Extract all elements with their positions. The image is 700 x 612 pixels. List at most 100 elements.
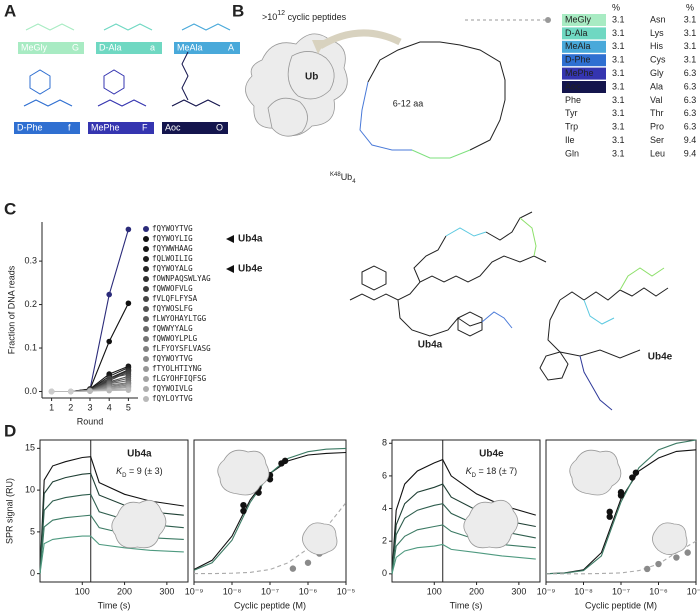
table-cell: MePhe [565,68,594,78]
alkyl-chain [181,51,189,101]
x-tick-label: 4 [107,402,112,412]
sequence: fLGYOHFIQFSG [152,374,207,383]
table-cell: 3.1 [612,95,625,105]
legend-dot [143,306,149,312]
data-point [68,388,74,395]
table-cell: 3.1 [612,135,625,145]
sequence: fQYLOYTVG [152,394,193,403]
sequence: fQYWOYTVG [152,354,193,363]
table-cell: Trp [565,122,578,132]
x-axis-label: Cyclic peptide (M) [585,600,657,610]
kd-label: KD = 18 (± 7) [466,466,518,478]
residue-chip [162,122,228,134]
ring-size: 6-12 aa [393,98,424,108]
residue-structure [181,23,231,31]
residue-code: A [228,42,234,52]
table-cell: Gly [650,68,664,78]
protein-cartoon [302,522,338,555]
legend-dot [143,236,149,242]
callout: Ub4e [238,264,263,275]
legend-dot [143,326,149,332]
table-cell: MeAla [565,41,591,51]
residue-name: MeAla [177,42,203,52]
sequence: fOWNPAQSWLYAG [152,274,211,283]
series-line [546,540,697,575]
residue-name: D-Phe [17,122,43,132]
data-point [87,388,93,394]
x-tick-label: 2 [68,402,73,412]
x-axis-label: Round [77,416,104,426]
x-tick-label: 5 [126,402,131,412]
data-point [255,489,262,496]
table-cell: Lys [650,28,664,38]
y-tick-label: 2 [382,536,387,546]
residue-name: MeGly [21,42,48,52]
residue-structure [97,99,147,107]
sequence: fLWYOHAYLTGG [152,314,207,323]
legend-dot [143,226,149,232]
table-cell: Ile [565,135,575,145]
table-cell: 6.3 [684,81,697,91]
table-cell: Cys [650,55,666,65]
residue-structure [171,99,221,107]
table-cell: 3.1 [684,28,697,38]
table-cell: 3.1 [612,68,625,78]
phenyl-ring [103,69,125,95]
table-cell: Gln [565,148,579,158]
text: cyclic peptides [285,12,347,22]
cyclic-peptide [359,17,551,159]
series-line [51,229,129,393]
table-cell: 3.1 [612,41,625,51]
data-point [48,388,55,395]
x-tick-label: 100 [75,586,90,596]
structure-label: Ub4e [648,352,673,363]
x-tick-label: 200 [469,586,484,596]
y-tick-label: 4 [382,503,387,513]
sequence: fQWWOYLPLG [152,334,198,343]
series-line [39,493,184,574]
table-header: % [612,2,620,12]
x-tick-label: 300 [511,586,526,596]
sequence: fVLQFLFYSA [152,294,198,303]
x-tick-label: 10⁻⁵ [687,586,700,596]
residue-structure [23,99,73,107]
y-tick-label: 8 [382,438,387,448]
x-axis-label: Time (s) [98,600,131,610]
sequence: fLFYOYSFLVASG [152,344,211,353]
series-line [51,303,129,393]
x-tick-label: 100 [427,586,442,596]
data-point [240,507,247,515]
table-chip [562,27,606,40]
superscript: 12 [277,10,285,17]
table-cell: 3.1 [612,108,625,118]
residue-chip [14,122,80,134]
y-tick-label: 0.2 [24,299,37,309]
peptide-structures [349,211,669,411]
table-cell: 3.1 [684,55,697,65]
legend-dot [143,336,149,342]
legend-dot [143,356,149,362]
plot-frame [39,439,189,583]
y-tick-label: 0.0 [24,386,37,396]
table-cell: 3.1 [684,41,697,51]
protein-cartoon [463,499,519,549]
x-tick-label: 200 [117,586,132,596]
y-axis-label: SPR signal (RU) [4,478,14,544]
x-tick-label: 10⁻⁷ [261,586,279,596]
residue-code: O [216,122,223,132]
phenyl-ring [29,69,51,95]
superscript: K48 [330,172,341,178]
table-chip [562,81,606,93]
data-point [106,338,112,345]
table-cell: MeGly [565,14,592,24]
table-cell: Asn [650,14,666,24]
y-tick-label: 0.1 [24,342,37,352]
kd-symbol: K [466,466,473,476]
x-tick-label: 10⁻⁶ [649,586,668,596]
sequence: fQYWOSLFG [152,304,193,313]
table-cell: Thr [650,108,664,118]
x-tick-label: 10⁻⁹ [185,586,204,596]
callout-arrow [226,265,234,273]
data-point [632,469,640,476]
